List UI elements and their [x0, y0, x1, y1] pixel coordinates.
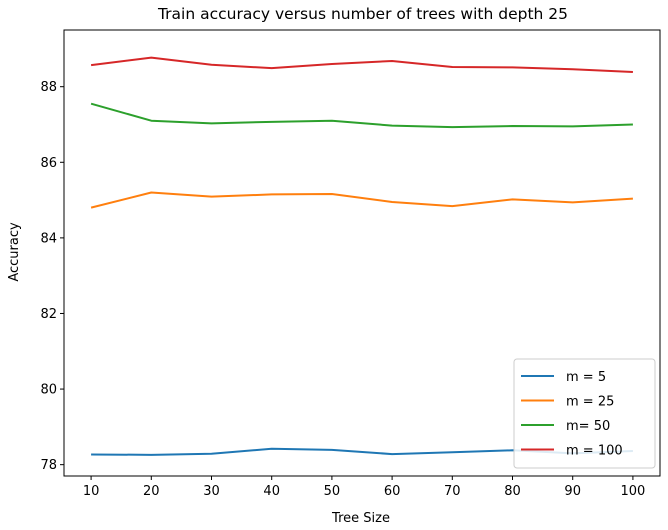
x-tick-label: 50	[324, 484, 341, 499]
x-tick-label: 30	[203, 484, 220, 499]
legend-box	[513, 358, 656, 469]
y-axis-label: Accuracy	[7, 222, 22, 282]
x-tick-label: 10	[83, 484, 100, 499]
x-tick-label: 40	[263, 484, 280, 499]
x-tick-label: 70	[444, 484, 461, 499]
legend: m = 5 m = 25 m= 50 m = 100	[513, 358, 656, 469]
series-line-4	[90, 56, 633, 73]
x-axis-label: Tree Size	[331, 511, 390, 526]
series-line-2	[90, 191, 633, 209]
x-tick-label: 60	[384, 484, 401, 499]
y-tick-label: 88	[40, 80, 57, 95]
y-tick-label: 84	[40, 231, 57, 246]
legend-label: m = 25	[566, 395, 614, 410]
legend-label: m = 5	[566, 370, 606, 385]
axes-frame	[63, 29, 661, 477]
y-tick-label: 80	[40, 383, 57, 398]
x-tick-label: 80	[504, 484, 521, 499]
chart-title: Train accuracy versus number of trees wi…	[157, 5, 568, 23]
x-tick-label: 20	[143, 484, 160, 499]
y-tick-label: 78	[40, 458, 57, 473]
series-line-3	[90, 102, 633, 129]
x-tick-label: 100	[620, 484, 645, 499]
legend-label: m= 50	[566, 419, 610, 434]
y-tick-label: 86	[40, 156, 57, 171]
y-tick-label: 82	[40, 307, 57, 322]
legend-label: m = 100	[566, 444, 623, 459]
x-tick-label: 90	[564, 484, 581, 499]
